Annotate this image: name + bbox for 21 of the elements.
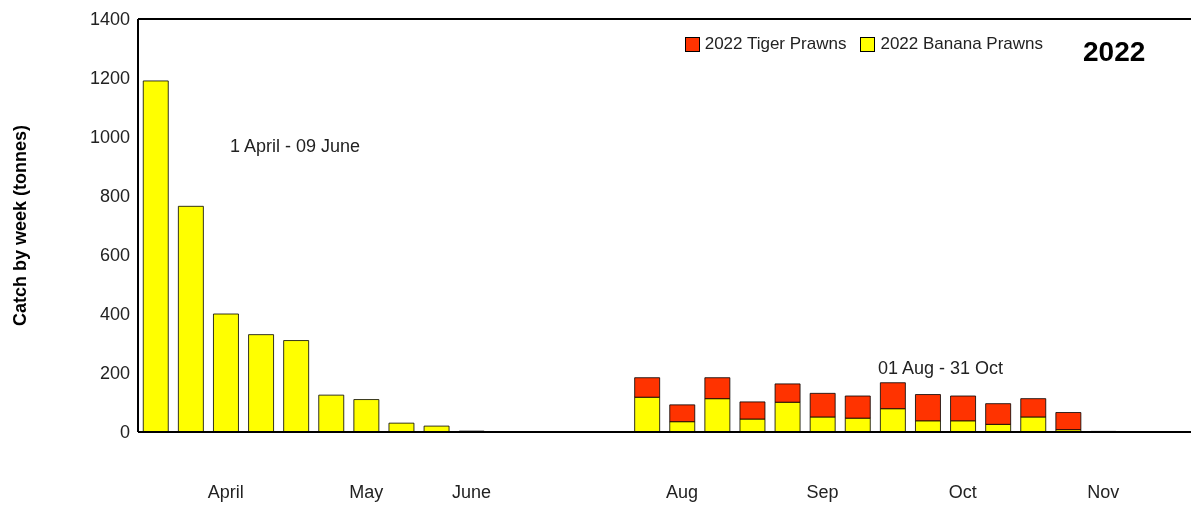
x-tick-label: June <box>451 481 491 502</box>
x-tick-label: April <box>207 481 244 502</box>
y-tick-label: 800 <box>99 186 130 207</box>
x-tick-label: Nov <box>1087 481 1120 502</box>
y-tick-label: 400 <box>99 304 130 325</box>
x-tick-label: Sep <box>806 481 839 502</box>
text: 2022 <box>1083 36 1146 68</box>
x-tick-label: Aug <box>666 481 699 502</box>
annotation: 01 Aug - 31 Oct <box>878 358 1004 379</box>
y-tick-label: 600 <box>99 245 130 266</box>
legend-label: 2022 Tiger Prawns <box>703 34 847 54</box>
x-tick-label: Oct <box>948 481 977 502</box>
y-tick-label: 1400 <box>89 9 130 30</box>
annotation: 1 April - 09 June <box>230 136 361 157</box>
y-axis-title: Catch by week (tonnes) <box>10 124 31 327</box>
y-tick-label: 1000 <box>89 127 130 148</box>
y-tick-label: 0 <box>119 422 130 443</box>
y-tick-label: 1200 <box>89 68 130 89</box>
y-tick-label: 200 <box>99 363 130 384</box>
legend-label: 2022 Banana Prawns <box>879 34 1043 54</box>
x-tick-label: May <box>349 481 384 502</box>
